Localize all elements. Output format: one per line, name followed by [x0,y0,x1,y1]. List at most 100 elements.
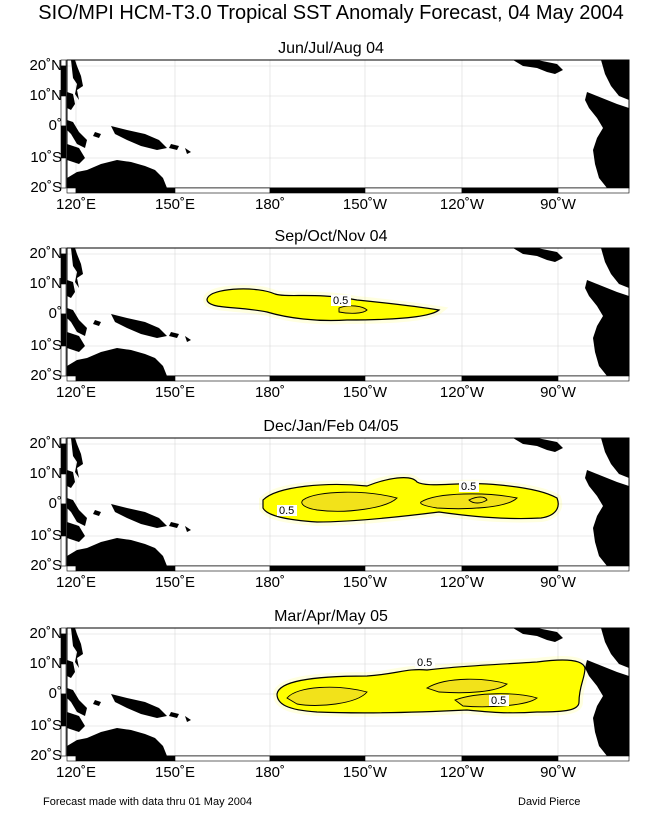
longitude-label: 90˚W [540,384,576,401]
forecast-panel: Sep/Oct/Nov 04 0.5 20˚N 10˚N 0˚ 10˚S 20˚S 120˚E… [0,228,662,418]
land-mass [93,510,101,516]
anomaly-inner-contour [286,686,368,706]
land-mass [169,144,179,150]
figure-title: SIO/MPI HCM-T3.0 Tropical SST Anomaly Fo… [38,2,624,24]
latitude-label: 20˚N [29,435,62,452]
lon-scale-segment [461,375,559,382]
latitude-label: 10˚S [30,337,62,354]
anomaly-inner-contour [468,496,488,504]
lon-scale-segment [557,375,630,382]
land-mass [67,92,75,110]
lon-scale-segment [364,565,463,572]
lon-scale-segment [557,187,630,194]
longitude-label: 180˚ [254,764,286,781]
lon-scale-segment [461,187,559,194]
lon-scale-segment [174,565,271,572]
lon-scale-segment [269,375,366,382]
lat-scale-segment [60,725,67,757]
land-mass [585,660,629,756]
longitude-label: 120˚E [55,384,97,401]
land-mass [67,538,167,566]
land-mass [67,144,85,164]
land-mass [67,728,167,756]
land-mass [169,522,179,528]
land-mass [585,470,629,566]
contour-label-bg [489,695,509,706]
latitude-label: 0˚ [48,117,62,134]
land-mass [67,60,83,100]
lon-scale-segment [364,755,463,762]
land-mass [169,332,179,338]
land-mass [67,660,75,678]
land-mass [111,314,167,338]
longitude-label: 150˚E [154,574,196,591]
land-mass [67,160,167,188]
latitude-label: 10˚S [30,149,62,166]
lon-scale-segment [75,375,176,382]
longitude-label: 120˚W [439,764,485,781]
anomaly-inner-contour [425,678,508,694]
land-mass [93,700,101,706]
lon-scale-segment [66,565,77,572]
land-mass [585,92,629,188]
latitude-label: 10˚S [30,527,62,544]
land-mass [601,438,629,478]
land-mass [513,438,563,452]
longitude-label: 150˚W [342,384,388,401]
latitude-label: 0˚ [48,305,62,322]
lat-scale-segment [60,345,67,377]
land-mass [67,280,75,298]
lon-scale-segment [66,187,77,194]
lon-scale-segment [269,565,366,572]
sst-anomaly-map [60,59,630,194]
lon-scale-segment [557,565,630,572]
lon-scale-segment [75,187,176,194]
land-mass [67,628,83,668]
latitude-label: 0˚ [48,495,62,512]
land-mass [111,694,167,718]
land-mass [67,348,167,376]
longitude-label: 90˚W [540,196,576,213]
panel-season-title: Dec/Jan/Feb 04/05 [263,418,399,435]
land-mass [601,60,629,100]
latitude-label: 20˚S [30,747,62,764]
longitude-label: 180˚ [254,574,286,591]
latitude-label: 10˚N [29,465,62,482]
sst-anomaly-map: 0.5 0.5 [60,627,630,762]
forecast-date-note: Forecast made with data thru 01 May 2004 [43,796,253,808]
latitude-label: 20˚N [29,245,62,262]
longitude-label: 180˚ [254,384,286,401]
latitude-label: 10˚N [29,655,62,672]
lon-scale-segment [66,375,77,382]
lat-scale-segment [60,157,67,189]
contour-label-bg [331,295,351,306]
panel-season-title: Sep/Oct/Nov 04 [274,228,388,245]
contour-value-label: 0.5 [417,657,432,669]
latitude-label: 10˚N [29,87,62,104]
land-mass [169,712,179,718]
latitude-label: 20˚S [30,557,62,574]
contour-value-label: 0.5 [279,505,294,517]
longitude-label: 120˚W [439,574,485,591]
contour-label-bg [459,481,479,492]
land-mass [67,332,85,352]
contour-value-label: 0.5 [491,695,506,707]
forecast-panel: Jun/Jul/Aug 04 20˚N 10˚N 0˚ 10˚S 20˚S 120˚E 150… [0,40,662,230]
lon-scale-segment [269,755,366,762]
land-mass [601,628,629,668]
land-mass [513,628,563,642]
lon-scale-segment [364,187,463,194]
lon-scale-segment [364,375,463,382]
lon-scale-segment [174,375,271,382]
land-mass [585,280,629,376]
longitude-label: 120˚W [439,384,485,401]
land-mass [185,148,191,154]
lon-scale-segment [174,187,271,194]
land-mass [67,120,87,148]
latitude-label: 20˚N [29,625,62,642]
longitude-label: 90˚W [540,764,576,781]
lat-scale-segment [60,535,67,567]
land-mass [67,498,87,526]
forecast-panel: Mar/Apr/May 05 0.5 0.5 20˚N 10˚N 0˚ 10˚S 20˚S 12… [0,608,662,798]
lon-scale-segment [66,755,77,762]
